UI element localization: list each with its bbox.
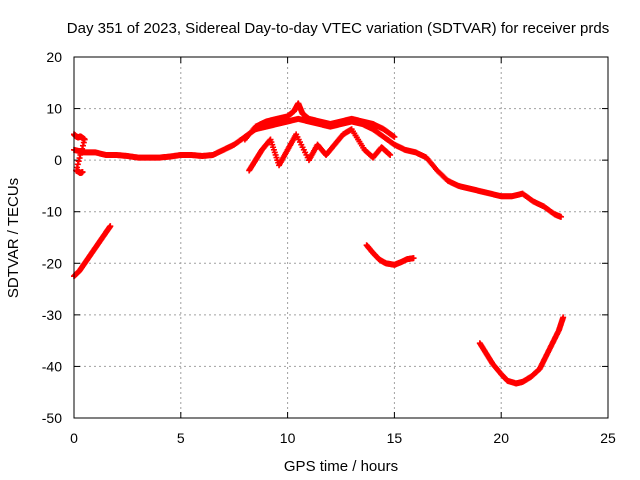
x-tick-label: 10 <box>280 430 296 446</box>
data-point <box>387 151 394 158</box>
data-points <box>71 100 567 387</box>
y-tick-label: -40 <box>42 358 62 374</box>
plot-frame <box>73 56 609 419</box>
data-point <box>81 136 88 143</box>
tick-labels: 0 5 10 15 20 25 -50 -40 -30 -20 -10 0 10 20 <box>42 49 616 446</box>
x-tick-label: 25 <box>600 430 616 446</box>
data-point <box>558 213 565 220</box>
series-late-arc <box>476 314 567 387</box>
data-point <box>78 148 85 155</box>
data-point <box>79 142 86 149</box>
y-tick-label: -50 <box>42 410 62 426</box>
x-tick-label: 20 <box>493 430 509 446</box>
data-point <box>391 133 398 140</box>
data-point <box>80 139 87 146</box>
x-axis-label: GPS time / hours <box>284 458 398 475</box>
data-point <box>410 255 417 262</box>
y-axis-label: SDTVAR / TECUs <box>5 178 22 298</box>
data-point <box>107 223 114 230</box>
y-tick-label: 10 <box>46 101 62 117</box>
series-early-rise <box>71 223 114 280</box>
series-main-trace <box>71 115 565 220</box>
data-point <box>79 169 86 176</box>
series-dip-arcs <box>246 126 394 174</box>
x-tick-label: 5 <box>177 430 185 446</box>
series-upper-branch <box>241 100 398 143</box>
series-midday-arc <box>363 242 417 268</box>
x-tick-label: 0 <box>70 430 78 446</box>
x-tick-label: 15 <box>387 430 403 446</box>
data-point <box>560 314 567 321</box>
y-tick-label: -20 <box>42 255 62 271</box>
grid-lines <box>74 57 608 418</box>
data-point <box>76 155 83 162</box>
series-start-cluster <box>71 131 88 177</box>
data-point <box>75 158 82 165</box>
data-point <box>79 145 86 152</box>
y-tick-label: -10 <box>42 204 62 220</box>
chart-title: Day 351 of 2023, Sidereal Day-to-day VTE… <box>67 20 609 37</box>
y-tick-label: 0 <box>54 152 62 168</box>
y-tick-label: 20 <box>46 49 62 65</box>
y-tick-label: -30 <box>42 307 62 323</box>
axis-ticks <box>73 56 609 419</box>
data-point <box>74 161 81 168</box>
data-point <box>77 151 84 158</box>
